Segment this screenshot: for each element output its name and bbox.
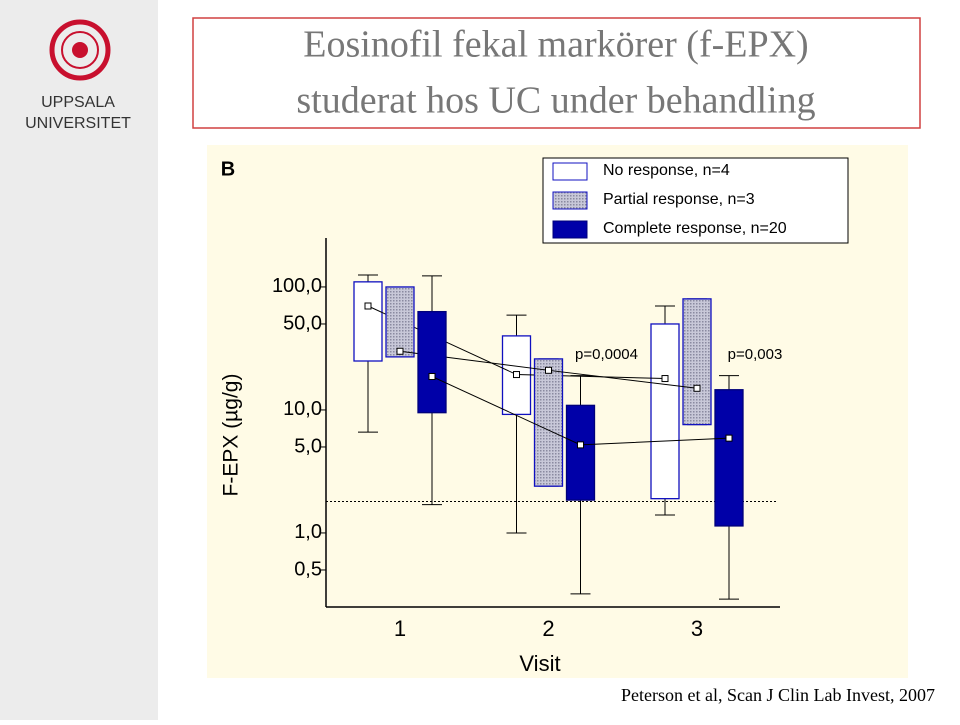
box [682, 298, 712, 426]
box [565, 404, 596, 501]
logo-text: UNIVERSITET [25, 115, 131, 132]
legend-label: Complete response, n=20 [603, 220, 787, 237]
annotation: p=0,003 [728, 346, 783, 363]
y-tick-label: 100,0 [272, 275, 322, 297]
y-tick-label: 1,0 [294, 521, 322, 543]
box [714, 389, 744, 527]
x-tick-label: 3 [691, 616, 703, 641]
mean-marker [428, 373, 436, 381]
box [417, 310, 447, 414]
mean-marker [661, 375, 669, 383]
legend-label: Partial response, n=3 [603, 191, 755, 208]
mean-marker [513, 371, 520, 379]
side-panel [0, 0, 158, 720]
mean-marker [396, 347, 404, 355]
legend-swatch [552, 162, 588, 181]
annotation: p=0,0004 [575, 346, 638, 363]
x-tick-label: 1 [394, 616, 406, 641]
legend-label: No response, n=4 [603, 162, 730, 179]
legend [542, 157, 849, 244]
y-tick-label: 10,0 [283, 398, 322, 420]
box [353, 281, 383, 362]
legend-swatch [552, 220, 588, 239]
x-axis-label: Visit [519, 651, 560, 676]
mean-marker [364, 302, 372, 310]
title: Eosinofil fekal markörer (f-EPX) [303, 24, 808, 66]
panel-label: B [221, 158, 235, 180]
y-tick-label: 0,5 [294, 558, 322, 580]
mean-marker [725, 434, 733, 442]
y-tick-label: 5,0 [294, 435, 322, 457]
mean-marker [577, 441, 584, 449]
box [385, 286, 415, 358]
mean-marker [545, 366, 552, 374]
mean-marker [693, 384, 701, 392]
x-tick-label: 2 [542, 616, 554, 641]
title: studerat hos UC under behandling [296, 80, 815, 122]
y-axis-label: F-EPX (µg/g) [220, 374, 243, 497]
box [533, 358, 564, 487]
logo-text: UPPSALA [41, 94, 115, 111]
legend-swatch [552, 191, 588, 210]
citation: Peterson et al, Scan J Clin Lab Invest, … [621, 685, 935, 705]
box [650, 323, 680, 500]
y-tick-label: 50,0 [283, 312, 322, 334]
title-box [192, 17, 921, 129]
logo [49, 19, 111, 81]
